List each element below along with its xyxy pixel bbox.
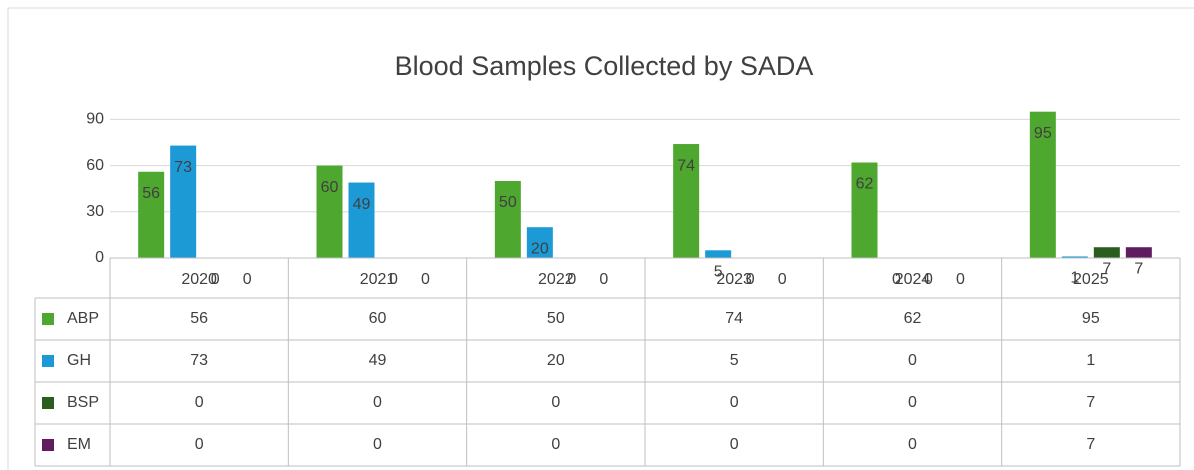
data-label: 1 — [1070, 270, 1079, 287]
data-label: 0 — [746, 271, 755, 288]
data-label: 62 — [856, 176, 874, 193]
data-label: 0 — [892, 271, 901, 288]
legend-swatch — [42, 355, 54, 367]
chart-frame — [7, 7, 1194, 470]
data-label: 5 — [714, 264, 723, 281]
legend-label: EM — [67, 436, 91, 453]
x-tick-label: 2024 — [895, 271, 931, 288]
bar — [1061, 256, 1088, 258]
table-cell: 0 — [195, 436, 204, 453]
y-tick-label: 30 — [86, 203, 104, 220]
bar — [851, 162, 878, 258]
table-cell: 62 — [904, 310, 922, 327]
table-cell: 0 — [908, 352, 917, 369]
bar — [170, 145, 197, 258]
bar — [138, 171, 165, 258]
y-tick-label: 90 — [86, 111, 104, 128]
table-cell: 0 — [730, 394, 739, 411]
data-label: 0 — [421, 271, 430, 288]
data-label: 0 — [389, 271, 398, 288]
table-cell: 95 — [1082, 310, 1100, 327]
table-cell: 20 — [547, 352, 565, 369]
x-tick-label: 2021 — [360, 271, 396, 288]
table-cell: 0 — [908, 436, 917, 453]
data-label: 50 — [499, 194, 517, 211]
table-cell: 0 — [551, 394, 560, 411]
bar — [1093, 247, 1120, 258]
data-label: 95 — [1034, 125, 1052, 142]
y-tick-label: 60 — [86, 157, 104, 174]
data-label: 56 — [142, 185, 160, 202]
data-label: 73 — [174, 159, 192, 176]
legend-swatch — [42, 313, 54, 325]
x-tick-label: 2023 — [716, 271, 752, 288]
bar — [348, 182, 375, 258]
data-label: 0 — [567, 271, 576, 288]
y-tick-label: 0 — [95, 249, 104, 266]
bar — [1125, 247, 1152, 258]
table-cell: 0 — [908, 394, 917, 411]
table-cell: 0 — [551, 436, 560, 453]
data-label: 60 — [321, 179, 339, 196]
data-label: 0 — [243, 271, 252, 288]
x-tick-label: 2020 — [181, 271, 217, 288]
x-tick-label: 2022 — [538, 271, 574, 288]
chart-title: Blood Samples Collected by SADA — [395, 51, 814, 81]
table-cell: 60 — [369, 310, 387, 327]
data-label: 0 — [924, 271, 933, 288]
data-label: 49 — [353, 196, 371, 213]
table-cell: 56 — [190, 310, 208, 327]
table-cell: 5 — [730, 352, 739, 369]
legend-swatch — [42, 397, 54, 409]
x-tick-label: 2025 — [1073, 271, 1109, 288]
legend-label: GH — [67, 352, 91, 369]
data-label: 0 — [956, 271, 965, 288]
table-cell: 74 — [725, 310, 743, 327]
data-label: 7 — [1134, 260, 1143, 277]
table-cell: 1 — [1086, 352, 1095, 369]
bar — [673, 144, 700, 258]
table-cell: 73 — [190, 352, 208, 369]
data-label: 0 — [778, 271, 787, 288]
data-label: 20 — [531, 240, 549, 257]
legend-label: ABP — [67, 310, 99, 327]
table-cell: 50 — [547, 310, 565, 327]
data-label: 74 — [677, 157, 695, 174]
bar — [526, 227, 553, 258]
bar — [705, 250, 732, 258]
legend-label: BSP — [67, 394, 99, 411]
table-cell: 0 — [373, 436, 382, 453]
table-cell: 0 — [195, 394, 204, 411]
data-label: 0 — [599, 271, 608, 288]
table-cell: 0 — [373, 394, 382, 411]
table-cell: 7 — [1086, 436, 1095, 453]
legend-swatch — [42, 439, 54, 451]
bar — [494, 181, 521, 258]
bar — [1029, 111, 1056, 258]
table-cell: 49 — [369, 352, 387, 369]
data-label: 7 — [1102, 260, 1111, 277]
table-cell: 0 — [730, 436, 739, 453]
bar — [316, 165, 343, 258]
data-label: 0 — [211, 271, 220, 288]
table-cell: 7 — [1086, 394, 1095, 411]
